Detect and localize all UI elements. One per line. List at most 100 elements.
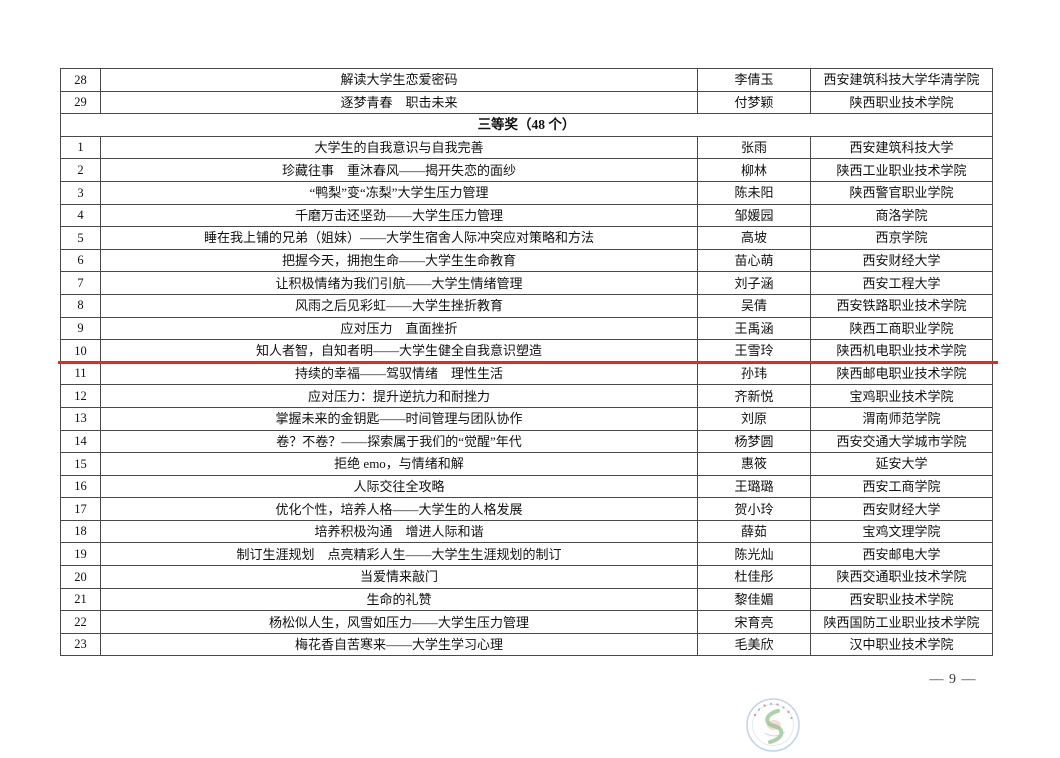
row-number-cell: 23 [60,632,101,657]
title-cell: 让积极情绪为我们引航——大学生情绪管理 [100,271,698,295]
table-row: 11 持续的幸福——驾驭情绪 理性生活 孙玮 陕西邮电职业技术学院 [60,361,993,386]
table-row: 16 人际交往全攻略 王璐璐 西安工商学院 [60,474,993,499]
row-number-cell: 19 [60,542,101,567]
row-number-cell: 1 [60,135,101,160]
school-cell: 西安建筑科技大学华清学院 [810,68,993,92]
table-row: 19 制订生涯规划 点亮精彩人生——大学生生涯规划的制订 陈光灿 西安邮电大学 [60,542,993,567]
table-row: 6 把握今天，拥抱生命——大学生生命教育 苗心萌 西安财经大学 [60,248,993,273]
section-header-row: 三等奖（48 个） [60,113,993,137]
row-number-cell: 3 [60,180,101,205]
row-number-cell: 5 [60,226,101,250]
title-cell: 制订生涯规划 点亮精彩人生——大学生生涯规划的制订 [100,542,698,567]
award-table-body: 28 解读大学生恋爱密码 李倩玉 西安建筑科技大学华清学院 29 逐梦青春 职击未来 付梦颖… [60,68,993,657]
title-cell: 风雨之后见彩虹——大学生挫折教育 [100,293,698,318]
title-cell: 把握今天，拥抱生命——大学生生命教育 [100,248,698,273]
author-cell: 毛美欣 [697,632,811,657]
seal-graphic [746,698,800,752]
school-cell: 陕西警官职业学院 [810,180,993,205]
school-cell: 西安建筑科技大学 [810,135,993,160]
page-number: — 9 — [929,672,977,687]
author-cell: 刘子涵 [697,271,811,295]
school-cell: 汉中职业技术学院 [810,632,993,657]
official-seal-watermark [745,697,801,753]
row-number-cell: 6 [60,248,101,273]
table-row: 10 知人者智，自知者明——大学生健全自我意识塑造 王雪玲 陕西机电职业技术学院 [60,339,993,363]
row-number-cell: 9 [60,316,101,341]
red-underline-annotation [58,361,998,364]
title-cell: 当爱情来敲门 [100,565,698,589]
row-number-cell: 18 [60,519,101,544]
school-cell: 陕西工商职业学院 [810,316,993,341]
table-row: 18 培养积极沟通 增进人际和谐 薛茹 宝鸡文理学院 [60,519,993,544]
title-cell: 大学生的自我意识与自我完善 [100,135,698,160]
table-row: 5 睡在我上铺的兄弟（姐妹）——大学生宿舍人际冲突应对策略和方法 高坡 西京学院 [60,226,993,250]
table-row: 13 掌握未来的金钥匙——时间管理与团队协作 刘原 渭南师范学院 [60,406,993,431]
author-cell: 王禹涵 [697,316,811,341]
row-number-cell: 7 [60,271,101,295]
author-cell: 高坡 [697,226,811,250]
row-number-cell: 14 [60,429,101,454]
table-row: 15 拒绝 emo，与情绪和解 惠筱 延安大学 [60,452,993,476]
table-row: 2 珍藏往事 重沐春风——揭开失恋的面纱 柳林 陕西工业职业技术学院 [60,158,993,182]
award-table-wrap: 28 解读大学生恋爱密码 李倩玉 西安建筑科技大学华清学院 29 逐梦青春 职击未来 付梦颖… [58,68,998,657]
table-row: 4 千磨万击还坚劲——大学生压力管理 邹媛园 商洛学院 [60,203,993,228]
school-cell: 宝鸡文理学院 [810,519,993,544]
title-cell: 应对压力：提升逆抗力和耐挫力 [100,384,698,408]
title-cell: 逐梦青春 职击未来 [100,90,698,115]
section-header-label: 三等奖（48 个） [60,113,993,137]
title-cell: 梅花香自苦寒来——大学生学习心理 [100,632,698,657]
school-cell: 陕西国防工业职业技术学院 [810,610,993,634]
row-number-cell: 4 [60,203,101,228]
title-cell: 睡在我上铺的兄弟（姐妹）——大学生宿舍人际冲突应对策略和方法 [100,226,698,250]
author-cell: 刘原 [697,406,811,431]
title-cell: 生命的礼赞 [100,587,698,612]
title-cell: 知人者智，自知者明——大学生健全自我意识塑造 [100,339,698,363]
author-cell: 杨梦圆 [697,429,811,454]
table-row: 28 解读大学生恋爱密码 李倩玉 西安建筑科技大学华清学院 [60,68,993,92]
award-table: 28 解读大学生恋爱密码 李倩玉 西安建筑科技大学华清学院 29 逐梦青春 职击未来 付梦颖… [60,68,993,657]
author-cell: 孙玮 [697,361,811,386]
title-cell: 千磨万击还坚劲——大学生压力管理 [100,203,698,228]
row-number-cell: 16 [60,474,101,499]
table-row: 12 应对压力：提升逆抗力和耐挫力 齐新悦 宝鸡职业技术学院 [60,384,993,408]
row-number-cell: 22 [60,610,101,634]
author-cell: 陈未阳 [697,180,811,205]
table-row: 29 逐梦青春 职击未来 付梦颖 陕西职业技术学院 [60,90,993,115]
author-cell: 宋育亮 [697,610,811,634]
title-cell: 持续的幸福——驾驭情绪 理性生活 [100,361,698,386]
row-number-cell: 20 [60,565,101,589]
school-cell: 西安工程大学 [810,271,993,295]
title-cell: 杨松似人生，风雪如压力——大学生压力管理 [100,610,698,634]
table-row: 14 卷？不卷？——探索属于我们的“觉醒”年代 杨梦圆 西安交通大学城市学院 [60,429,993,454]
row-number-cell: 10 [60,339,101,363]
author-cell: 黎佳媚 [697,587,811,612]
school-cell: 陕西职业技术学院 [810,90,993,115]
school-cell: 西安财经大学 [810,248,993,273]
table-row: 1 大学生的自我意识与自我完善 张雨 西安建筑科技大学 [60,135,993,160]
title-cell: 卷？不卷？——探索属于我们的“觉醒”年代 [100,429,698,454]
row-number-cell: 15 [60,452,101,476]
school-cell: 西安邮电大学 [810,542,993,567]
author-cell: 李倩玉 [697,68,811,92]
table-row: 21 生命的礼赞 黎佳媚 西安职业技术学院 [60,587,993,612]
table-row: 8 风雨之后见彩虹——大学生挫折教育 吴倩 西安铁路职业技术学院 [60,293,993,318]
author-cell: 齐新悦 [697,384,811,408]
title-cell: 培养积极沟通 增进人际和谐 [100,519,698,544]
author-cell: 王璐璐 [697,474,811,499]
school-cell: 延安大学 [810,452,993,476]
author-cell: 柳林 [697,158,811,182]
row-number-cell: 2 [60,158,101,182]
title-cell: 珍藏往事 重沐春风——揭开失恋的面纱 [100,158,698,182]
author-cell: 陈光灿 [697,542,811,567]
row-number-cell: 21 [60,587,101,612]
table-row: 20 当爱情来敲门 杜佳彤 陕西交通职业技术学院 [60,565,993,589]
row-number-cell: 8 [60,293,101,318]
table-row: 7 让积极情绪为我们引航——大学生情绪管理 刘子涵 西安工程大学 [60,271,993,295]
school-cell: 渭南师范学院 [810,406,993,431]
school-cell: 宝鸡职业技术学院 [810,384,993,408]
title-cell: 优化个性，培养人格——大学生的人格发展 [100,497,698,521]
school-cell: 商洛学院 [810,203,993,228]
title-cell: 人际交往全攻略 [100,474,698,499]
row-number-cell: 12 [60,384,101,408]
author-cell: 邹媛园 [697,203,811,228]
